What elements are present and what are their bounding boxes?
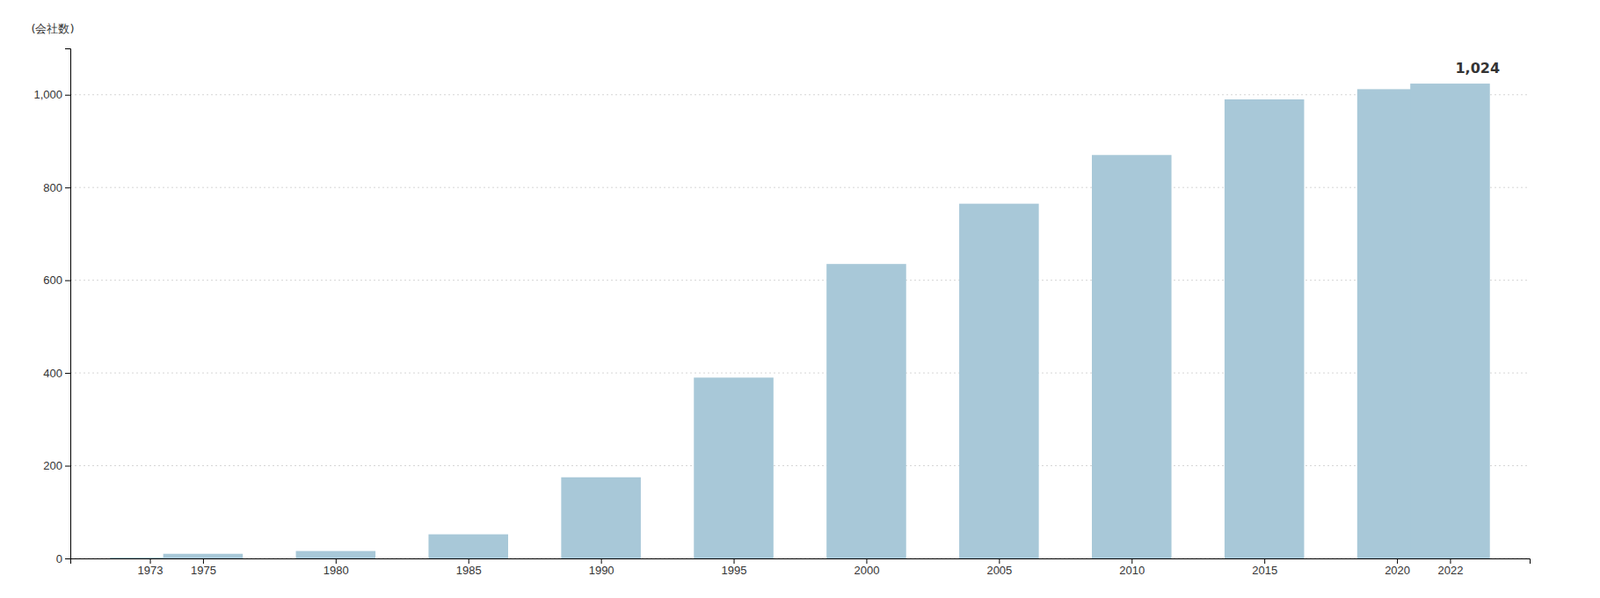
x-tick: 1985 bbox=[456, 558, 482, 577]
grid-line bbox=[70, 372, 1530, 374]
y-tick-mark bbox=[65, 187, 71, 189]
x-tick-label: 1975 bbox=[190, 563, 217, 577]
y-tick: 200 bbox=[43, 458, 71, 473]
x-tick-label: 1985 bbox=[456, 563, 482, 577]
x-tick-mark bbox=[734, 558, 735, 564]
y-tick-label: 0 bbox=[56, 552, 63, 566]
x-tick-label: 2022 bbox=[1437, 563, 1463, 577]
x-tick: 2015 bbox=[1251, 558, 1278, 577]
x-tick-mark bbox=[150, 558, 152, 564]
x-tick-label: 1980 bbox=[323, 563, 350, 577]
y-tick: 0 bbox=[56, 552, 71, 566]
y-tick: 800 bbox=[43, 181, 71, 195]
x-tick-mark bbox=[1131, 558, 1133, 564]
y-tick-mark bbox=[65, 280, 71, 282]
x-tick-mark bbox=[203, 558, 204, 564]
x-tick: 2010 bbox=[1119, 558, 1145, 577]
bar bbox=[693, 377, 774, 559]
grid-line bbox=[70, 279, 1530, 281]
x-tick-label: 1995 bbox=[721, 563, 748, 577]
bar bbox=[826, 263, 907, 559]
grid-line bbox=[70, 94, 1530, 95]
x-tick-mark bbox=[998, 558, 1000, 564]
x-tick: 2005 bbox=[986, 558, 1012, 577]
x-tick-mark bbox=[601, 558, 603, 564]
plot-area: 1973197519801985199019952000200520102015… bbox=[33, 49, 1530, 578]
bar bbox=[1224, 99, 1305, 559]
bar bbox=[959, 203, 1040, 559]
x-tick-label: 1990 bbox=[589, 563, 615, 577]
x-tick-label: 2010 bbox=[1119, 563, 1145, 577]
y-tick: 600 bbox=[43, 273, 71, 287]
y-tick: 400 bbox=[43, 366, 71, 380]
x-tick-mark bbox=[1264, 558, 1266, 564]
x-tick: 1975 bbox=[190, 558, 217, 577]
y-tick-mark bbox=[65, 94, 71, 96]
y-tick-label: 200 bbox=[43, 458, 63, 473]
y-axis: 0 200 400 600 800 1,000 bbox=[33, 49, 71, 566]
x-tick-label: 2015 bbox=[1251, 563, 1278, 577]
chart-svg: 1973197519801985199019952000200520102015… bbox=[0, 0, 1600, 598]
x-tick: 1973 bbox=[138, 558, 164, 577]
bar bbox=[428, 534, 509, 559]
bar bbox=[1091, 154, 1172, 559]
bar bbox=[1410, 83, 1491, 559]
y-tick-mark bbox=[65, 558, 71, 560]
bars bbox=[109, 83, 1490, 559]
x-tick-mark bbox=[468, 558, 470, 564]
x-tick: 2022 bbox=[1437, 558, 1463, 577]
x-tick: 1990 bbox=[589, 558, 615, 577]
y-tick-label: 1,000 bbox=[33, 87, 63, 102]
x-tick-label: 2020 bbox=[1384, 563, 1411, 577]
bar bbox=[163, 553, 244, 559]
x-axis: 1973 1975 1980 1985 1990 1995 2000 2005 2010 2015… bbox=[71, 558, 1531, 577]
bar bbox=[560, 477, 641, 559]
x-tick-mark bbox=[1396, 558, 1398, 564]
y-tick-label: 600 bbox=[43, 273, 63, 287]
x-axis-line bbox=[71, 559, 1531, 565]
y-tick-label: 800 bbox=[43, 181, 63, 195]
x-tick-label: 2005 bbox=[986, 563, 1012, 577]
x-tick-label: 2000 bbox=[853, 563, 880, 577]
y-tick-mark bbox=[65, 372, 71, 374]
x-tick: 2000 bbox=[853, 558, 880, 577]
grid-line bbox=[70, 187, 1530, 189]
y-tick: 1,000 bbox=[33, 87, 71, 102]
grid bbox=[70, 94, 1530, 559]
x-tick-mark bbox=[1449, 558, 1451, 564]
x-tick: 2020 bbox=[1384, 558, 1411, 577]
y-axis-label: (会社数) bbox=[30, 21, 74, 36]
y-tick-label: 400 bbox=[43, 366, 63, 380]
x-tick: 1995 bbox=[721, 558, 748, 577]
y-axis-line bbox=[65, 49, 72, 560]
bar bbox=[296, 551, 377, 559]
x-tick-mark bbox=[335, 558, 337, 564]
x-tick-label: 1973 bbox=[138, 563, 164, 577]
annotation: 1,024 bbox=[1454, 59, 1500, 77]
x-tick: 1980 bbox=[323, 558, 350, 577]
x-tick-mark bbox=[865, 558, 867, 564]
y-tick-mark bbox=[65, 465, 71, 467]
grid-line bbox=[70, 465, 1530, 466]
